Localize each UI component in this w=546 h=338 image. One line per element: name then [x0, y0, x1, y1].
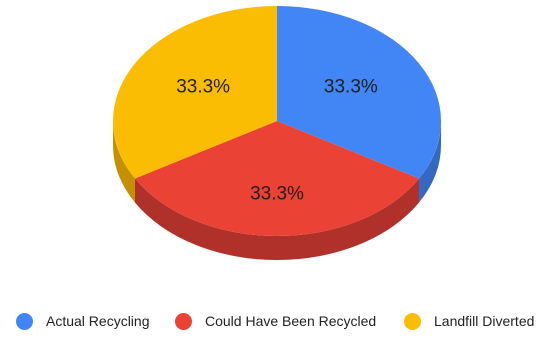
pie-label-2: 33.3% — [176, 76, 230, 97]
pie-chart: 33.3% 33.3% 33.3% — [112, 5, 442, 261]
pie-side-1 — [134, 178, 420, 261]
legend-label: Could Have Been Recycled — [205, 313, 377, 329]
pie-labels: 33.3% 33.3% 33.3% — [176, 76, 378, 204]
legend-swatch — [16, 312, 33, 330]
pie-sides — [113, 121, 441, 261]
legend-swatch — [404, 312, 421, 330]
legend-swatch — [175, 312, 192, 330]
pie-label-1: 33.3% — [250, 183, 304, 204]
legend: Actual Recycling Could Have Been Recycle… — [0, 306, 546, 336]
pie-slice-0[interactable] — [277, 6, 442, 179]
pie-slice-2[interactable] — [112, 5, 277, 179]
pie-slice-1[interactable] — [134, 121, 420, 237]
legend-label: Landfill Diverted — [434, 313, 535, 329]
legend-label: Actual Recycling — [46, 313, 150, 329]
legend-item-actual-recycling[interactable]: Actual Recycling — [16, 306, 150, 336]
pie-side-0 — [419, 121, 441, 203]
pie-label-0: 33.3% — [324, 76, 378, 97]
pie-side-2 — [113, 121, 135, 203]
legend-item-landfill-diverted[interactable]: Landfill Diverted — [404, 306, 534, 336]
legend-item-could-have-been-recycled[interactable]: Could Have Been Recycled — [175, 306, 376, 336]
pie-slices — [112, 5, 442, 237]
